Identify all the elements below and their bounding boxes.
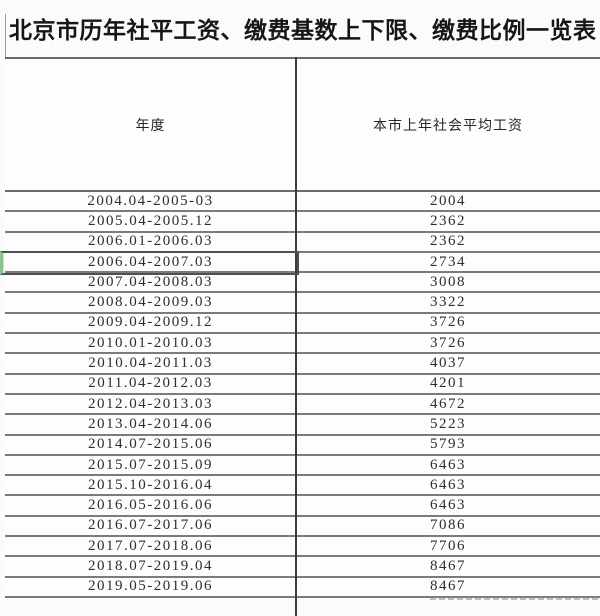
- table-row: 2017.07-2018.06 7706: [5, 537, 600, 558]
- cell-year-period[interactable]: 2008.04-2009.03: [88, 294, 213, 311]
- cell-average-wage[interactable]: 3322: [430, 294, 466, 311]
- cell-average-wage[interactable]: 6463: [430, 497, 466, 514]
- cell-year-period[interactable]: 2017.07-2018.06: [88, 537, 213, 554]
- cell-year-period[interactable]: 2014.07-2015.06: [88, 436, 213, 453]
- cell-year-period[interactable]: 2009.04-2009.12: [88, 314, 213, 331]
- table-header-row: 年度 本市上年社会平均工资: [5, 57, 600, 192]
- cell-average-wage[interactable]: 7086: [430, 517, 466, 534]
- cell-year-period[interactable]: 2012.04-2013.03: [88, 395, 213, 412]
- cell-average-wage[interactable]: 4672: [430, 395, 466, 412]
- table-row: 2006.01-2006.03 2362: [5, 232, 600, 253]
- cell-average-wage[interactable]: 6463: [430, 476, 466, 493]
- column-header-year[interactable]: 年度: [135, 118, 166, 134]
- table-row: 2016.07-2017.06 7086: [5, 516, 600, 538]
- table-row: 2015.07-2015.09 6463: [5, 455, 600, 477]
- table-row: 2013.04-2014.06 5223: [5, 415, 600, 436]
- cell-year-period[interactable]: 2006.04-2007.03: [88, 253, 213, 270]
- table-row: 2019.05-2019.06 8467: [5, 577, 600, 598]
- column-divider-line: [295, 57, 297, 616]
- table-row: 2018.07-2019.04 8467: [5, 557, 600, 578]
- page-title: 北京市历年社平工资、缴费基数上下限、缴费比例一览表: [9, 18, 597, 43]
- cell-year-period[interactable]: 2013.04-2014.06: [88, 415, 213, 432]
- table-row: 2010.04-2011.03 4037: [5, 354, 600, 375]
- cell-average-wage[interactable]: 2004: [430, 192, 466, 209]
- table-row: 2016.05-2016.06 6463: [5, 496, 600, 517]
- cell-year-period[interactable]: 2010.04-2011.03: [88, 355, 213, 372]
- cell-year-period[interactable]: 2006.01-2006.03: [88, 233, 213, 250]
- cell-year-period[interactable]: 2015.07-2015.09: [88, 456, 213, 473]
- table-body: 2004.04-2005-03 2004 2005.04-2005.12 236…: [5, 192, 600, 598]
- table-row: 2011.04-2012.03 4201: [5, 374, 600, 395]
- cell-average-wage[interactable]: 3726: [430, 314, 466, 331]
- table-row: 2012.04-2013.03 4672: [5, 394, 600, 416]
- cell-average-wage[interactable]: 2362: [430, 212, 466, 229]
- cell-average-wage[interactable]: 5223: [430, 415, 466, 432]
- table-row: 2007.04-2008.03 3008: [5, 273, 600, 294]
- cell-year-period[interactable]: 2004.04-2005-03: [87, 192, 214, 209]
- cell-average-wage[interactable]: 3008: [430, 273, 466, 290]
- cell-average-wage[interactable]: 2362: [430, 233, 466, 250]
- column-header-average-wage[interactable]: 本市上年社会平均工资: [373, 118, 523, 134]
- cell-average-wage[interactable]: 8467: [430, 578, 466, 595]
- cell-average-wage[interactable]: 2734: [430, 253, 466, 270]
- cell-year-period[interactable]: 2016.07-2017.06: [88, 517, 213, 534]
- table-row: 2004.04-2005-03 2004: [5, 192, 600, 213]
- cell-average-wage[interactable]: 4037: [430, 355, 466, 372]
- cell-average-wage[interactable]: 8467: [430, 557, 466, 574]
- cell-year-period[interactable]: 2007.04-2008.03: [88, 273, 213, 290]
- table-row: 2009.04-2009.12 3726: [5, 313, 600, 335]
- cell-year-period[interactable]: 2016.05-2016.06: [88, 497, 213, 514]
- table-row: 2010.01-2010.03 3726: [5, 334, 600, 355]
- cell-average-wage[interactable]: 5793: [430, 436, 466, 453]
- cell-year-period[interactable]: 2005.04-2005.12: [88, 212, 213, 229]
- watermark-marks: [430, 597, 598, 600]
- cell-average-wage[interactable]: 7706: [430, 537, 466, 554]
- table-row: 2008.04-2009.03 3322: [5, 293, 600, 314]
- table-row: 2005.04-2005.12 2362: [5, 212, 600, 233]
- cell-year-period[interactable]: 2011.04-2012.03: [88, 375, 213, 392]
- cell-average-wage[interactable]: 6463: [430, 456, 466, 473]
- cell-average-wage[interactable]: 4201: [430, 375, 466, 392]
- table-row: 2014.07-2015.06 5793: [5, 435, 600, 456]
- cell-year-period[interactable]: 2015.10-2016.04: [88, 476, 213, 493]
- table-row: 2015.10-2016.04 6463: [5, 476, 600, 497]
- cell-year-period[interactable]: 2018.07-2019.04: [88, 557, 213, 574]
- cell-year-period[interactable]: 2019.05-2019.06: [88, 578, 213, 595]
- cell-average-wage[interactable]: 3726: [430, 334, 466, 351]
- cell-year-period[interactable]: 2010.01-2010.03: [88, 334, 213, 351]
- table-row: 2006.04-2007.03 2734: [5, 252, 600, 274]
